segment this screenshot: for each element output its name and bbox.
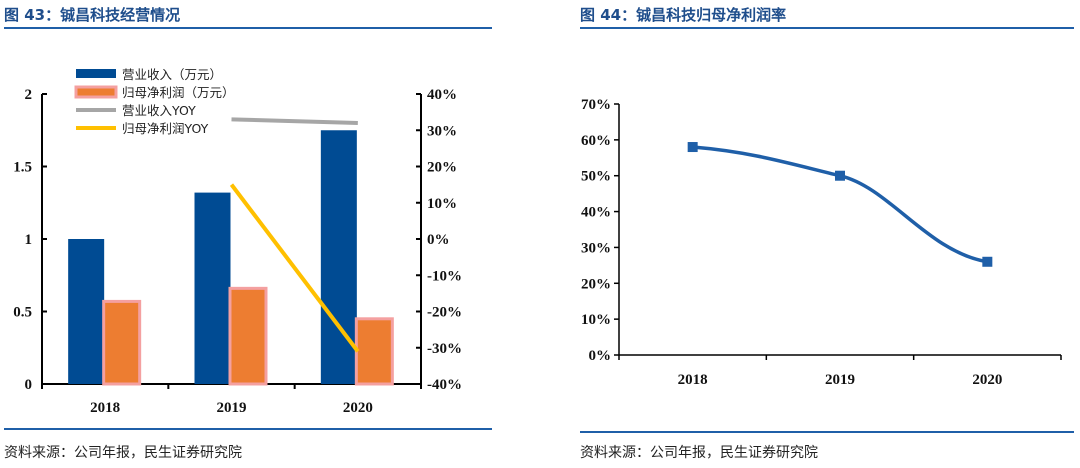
x-tick-label: 2020 [343, 400, 373, 416]
right-y-tick-label: -30% [427, 341, 462, 357]
right-y-tick-label: 10% [427, 196, 457, 212]
right-y-tick-label: 20% [427, 160, 457, 176]
margin-x-tick-label: 2019 [825, 372, 855, 388]
revenue-bar [68, 239, 105, 384]
left-y-tick-label: 2 [25, 87, 33, 103]
profit-bar [102, 299, 142, 386]
right-title-rule [580, 27, 1074, 29]
margin-y-tick-label: 10% [581, 312, 611, 328]
profit-yoy-line [229, 183, 360, 353]
x-tick-label: 2018 [90, 400, 120, 416]
margin-y-tick-label: 50% [581, 169, 611, 185]
x-tick-label: 2019 [217, 400, 247, 416]
margin-point [982, 256, 993, 267]
left-y-tick-label: 0.5 [13, 305, 32, 321]
right-y-tick-label: 0% [427, 232, 450, 248]
right-source: 资料来源：公司年报，民生证券研究院 [580, 445, 818, 461]
margin-x-tick-label: 2018 [678, 372, 708, 388]
legend-label: 归母净利润（万元） [122, 85, 235, 100]
left-title-rule [4, 27, 492, 29]
margin-y-tick-label: 40% [581, 205, 611, 221]
margin-y-tick-label: 60% [581, 133, 611, 149]
right-y-tick-label: 30% [427, 123, 457, 139]
left-source-rule [4, 428, 492, 430]
left-y-tick-label: 1 [25, 232, 33, 248]
left-y-tick-label: 0 [25, 377, 33, 393]
margin-y-tick-label: 20% [581, 276, 611, 292]
left-y-tick-label: 1.5 [13, 160, 32, 176]
profit-bar [354, 317, 394, 386]
legend-swatch-profit [74, 85, 118, 99]
legend-swatch-revenue [76, 69, 116, 78]
margin-y-tick-label: 0% [589, 348, 612, 364]
margin-point [835, 170, 845, 181]
margin-point [687, 142, 698, 153]
legend-label: 营业收入YOY [122, 103, 196, 118]
right-y-tick-label: 40% [427, 87, 457, 103]
margin-line [692, 145, 988, 264]
revenue-yoy-line [231, 117, 358, 125]
profit-bar [228, 286, 268, 386]
left-chart-title: 图 43：铖昌科技经营情况 [4, 6, 181, 24]
right-y-tick-label: -20% [427, 305, 462, 321]
legend-label: 营业收入（万元） [122, 67, 222, 82]
left-source: 资料来源：公司年报，民生证券研究院 [4, 445, 242, 461]
margin-y-tick-label: 70% [581, 97, 611, 113]
right-source-rule [580, 431, 1074, 433]
margin-x-tick-label: 2020 [972, 372, 1002, 388]
right-y-tick-label: -40% [427, 377, 462, 393]
legend-label: 归母净利润YOY [122, 121, 209, 136]
right-y-tick-label: -10% [427, 268, 462, 284]
right-chart-title: 图 44：铖昌科技归母净利润率 [580, 6, 787, 24]
revenue-bar [194, 192, 231, 384]
margin-y-tick-label: 30% [581, 240, 611, 256]
